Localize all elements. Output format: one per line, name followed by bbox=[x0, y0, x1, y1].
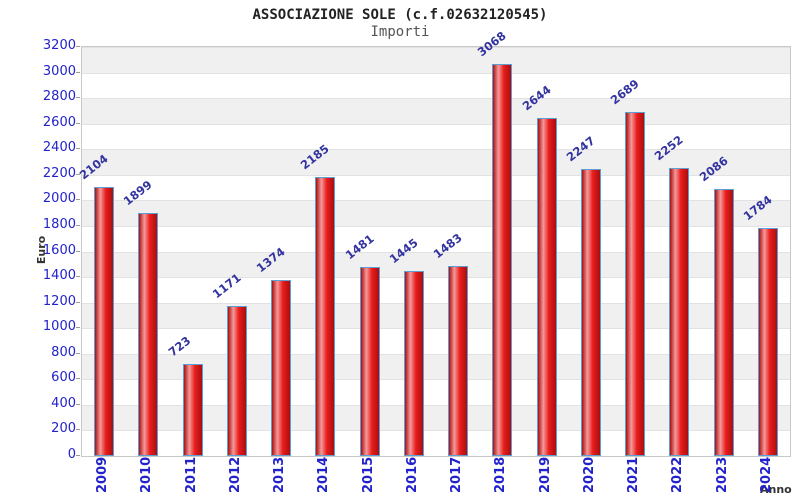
y-tick-mark bbox=[76, 173, 80, 175]
x-tick-label: 2015 bbox=[360, 456, 376, 493]
y-tick-label: 0 bbox=[67, 447, 76, 462]
bar bbox=[669, 168, 690, 456]
y-tick-mark bbox=[76, 148, 80, 150]
y-tick-label: 200 bbox=[51, 421, 76, 437]
x-tick-label: 2014 bbox=[316, 456, 332, 493]
x-tick-label: 2009 bbox=[95, 456, 111, 493]
y-tick-label: 600 bbox=[51, 370, 76, 386]
x-tick-label: 2021 bbox=[626, 456, 642, 493]
y-tick-mark bbox=[76, 327, 80, 329]
y-tick-label: 2200 bbox=[42, 165, 76, 181]
y-tick-label: 3200 bbox=[42, 38, 76, 53]
bar bbox=[492, 63, 513, 456]
bar bbox=[713, 189, 734, 456]
x-tick-label: 2020 bbox=[581, 456, 597, 493]
y-tick-label: 2000 bbox=[42, 191, 76, 207]
y-tick-label: 2600 bbox=[42, 114, 76, 130]
x-tick-label: 2018 bbox=[493, 456, 509, 493]
bar bbox=[226, 306, 247, 456]
y-tick-mark bbox=[76, 429, 80, 431]
x-tick-label: 2017 bbox=[449, 456, 465, 493]
y-axis-title: Euro bbox=[34, 235, 48, 265]
x-tick-label: 2016 bbox=[404, 456, 420, 493]
x-tick-label: 2022 bbox=[670, 456, 686, 493]
y-tick-mark bbox=[76, 403, 80, 405]
y-tick-label: 800 bbox=[51, 344, 76, 360]
bar bbox=[182, 363, 203, 456]
y-tick-label: 400 bbox=[51, 395, 76, 411]
grid-band bbox=[82, 72, 790, 99]
y-tick-mark bbox=[76, 71, 80, 73]
y-tick-label: 1600 bbox=[42, 242, 76, 258]
chart-title: ASSOCIAZIONE SOLE (c.f.02632120545) bbox=[252, 7, 548, 23]
y-tick-label: 1200 bbox=[42, 293, 76, 309]
y-tick-mark bbox=[76, 122, 80, 124]
bar bbox=[536, 118, 557, 456]
bar bbox=[315, 176, 336, 456]
y-tick-label: 2400 bbox=[42, 140, 76, 156]
bar bbox=[757, 227, 778, 456]
y-tick-mark bbox=[76, 352, 80, 354]
x-tick-label: 2011 bbox=[183, 456, 199, 493]
x-tick-label: 2023 bbox=[714, 456, 730, 493]
y-tick-label: 2800 bbox=[42, 89, 76, 105]
y-tick-label: 1000 bbox=[42, 319, 76, 335]
y-tick-mark bbox=[76, 276, 80, 278]
y-tick-mark bbox=[76, 301, 80, 303]
bar bbox=[359, 266, 380, 456]
grid-band bbox=[82, 98, 790, 124]
y-tick-label: 1800 bbox=[42, 216, 76, 232]
bar bbox=[138, 213, 159, 456]
bar bbox=[403, 271, 424, 456]
x-tick-label: 2019 bbox=[537, 456, 553, 493]
bar bbox=[448, 266, 469, 456]
y-tick-mark bbox=[76, 224, 80, 226]
y-tick-label: 3000 bbox=[42, 63, 76, 79]
grid-band bbox=[82, 47, 790, 73]
y-tick-mark bbox=[76, 455, 80, 456]
bar bbox=[94, 187, 115, 456]
y-tick-mark bbox=[76, 97, 80, 99]
x-tick-label: 2010 bbox=[139, 456, 155, 493]
y-tick-mark bbox=[76, 199, 80, 201]
grid-band bbox=[82, 123, 790, 150]
plot-area bbox=[81, 46, 791, 457]
chart-subtitle: Importi bbox=[370, 24, 430, 40]
y-tick-mark bbox=[76, 378, 80, 380]
x-axis-title: Anno bbox=[760, 483, 792, 496]
x-tick-label: 2012 bbox=[227, 456, 243, 493]
x-tick-label: 2013 bbox=[272, 456, 288, 493]
x-tick-label: 2024 bbox=[758, 456, 774, 493]
bar bbox=[625, 112, 646, 456]
bar bbox=[580, 168, 601, 456]
y-tick-mark bbox=[76, 46, 80, 47]
bar bbox=[271, 280, 292, 456]
y-tick-label: 1400 bbox=[42, 268, 76, 284]
y-tick-mark bbox=[76, 250, 80, 252]
